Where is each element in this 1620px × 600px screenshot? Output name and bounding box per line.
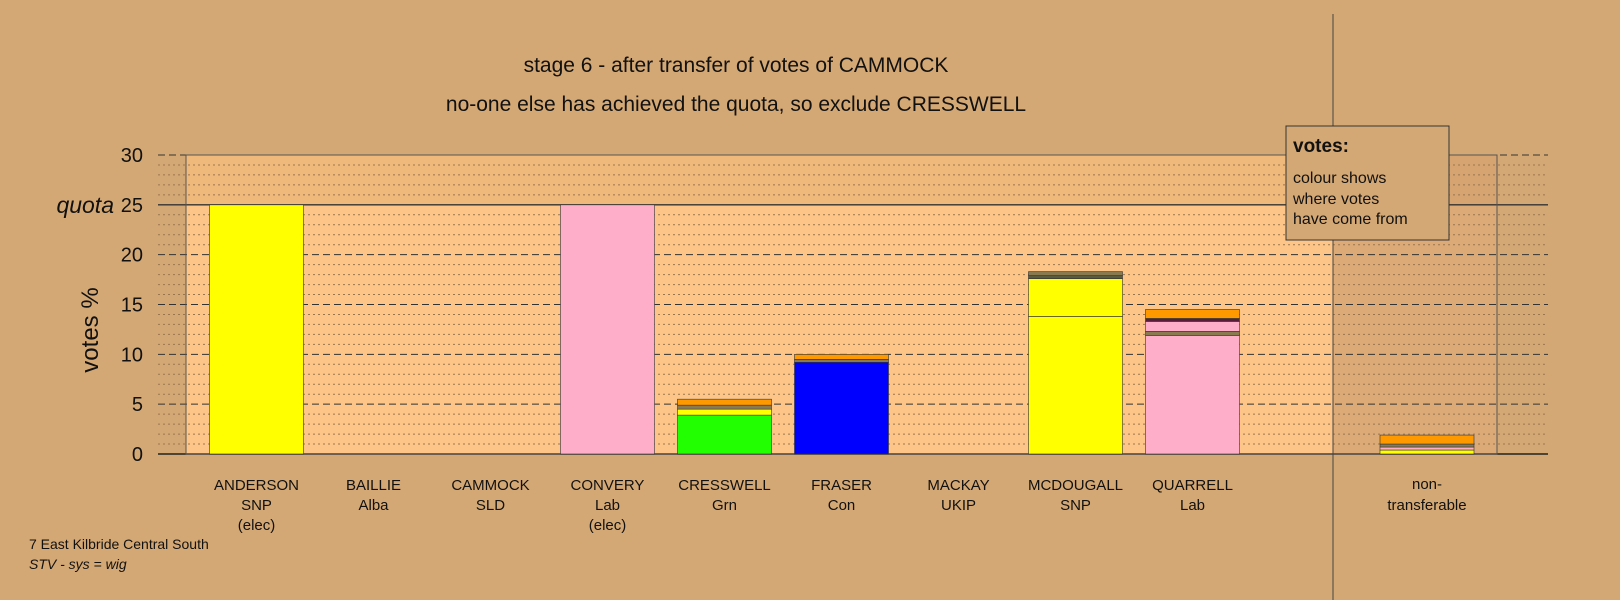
bar-mcdougall xyxy=(1028,271,1123,455)
bar-segment xyxy=(794,359,889,363)
legend: votes: colour shows where votes have com… xyxy=(1285,125,1450,241)
category-party: SLD xyxy=(476,497,505,514)
category-party: Lab xyxy=(1180,497,1205,514)
bar-segment xyxy=(1145,331,1240,336)
category-party: Con xyxy=(828,497,856,514)
category-labels: ANDERSON SNP (elec) BAILLIE Alba CAMMOCK SLD CO… xyxy=(214,476,1467,534)
bars xyxy=(209,204,1475,455)
legend-box xyxy=(1285,125,1450,241)
category-name: QUARRELL xyxy=(1152,477,1233,494)
bar-segment xyxy=(794,354,889,360)
chart-subtitle: no-one else has achieved the quota, so e… xyxy=(446,93,1026,116)
category-name: CAMMOCK xyxy=(451,477,529,494)
bar-segment xyxy=(1028,278,1123,317)
category-party: Grn xyxy=(712,497,737,514)
footer-constituency: 7 East Kilbride Central South xyxy=(29,536,209,552)
bar-nontransferable xyxy=(1379,434,1475,455)
bar-segment xyxy=(1145,318,1240,322)
category-name: CONVERY xyxy=(571,477,645,494)
y-axis-ticks: 0 5 10 15 20 25 30 xyxy=(121,145,143,466)
bar-segment xyxy=(677,404,772,410)
legend-line-1: colour shows xyxy=(1293,170,1386,187)
y-tick-label: 30 xyxy=(121,145,143,167)
category-name: ANDERSON xyxy=(214,477,299,494)
category-name: CRESSWELL xyxy=(678,477,771,494)
y-tick-label: 0 xyxy=(132,444,143,466)
bar-segment xyxy=(677,414,772,455)
legend-title: votes: xyxy=(1293,136,1349,157)
footer-system: STV - sys = wig xyxy=(29,556,127,572)
bar-anderson xyxy=(209,204,304,455)
bar-segment xyxy=(1028,316,1123,455)
bar-segment xyxy=(1379,449,1475,455)
bar-cresswell xyxy=(677,398,772,455)
bar-segment xyxy=(560,204,655,455)
category-note: (elec) xyxy=(589,517,627,534)
y-tick-label: 10 xyxy=(121,344,143,366)
category-note: (elec) xyxy=(238,517,276,534)
bar-segment xyxy=(1379,446,1475,451)
category-party: SNP xyxy=(1060,497,1091,514)
y-tick-label: 25 xyxy=(121,195,143,217)
bar-convery xyxy=(560,204,655,455)
category-name: MCDOUGALL xyxy=(1028,477,1123,494)
bar-segment xyxy=(1028,275,1123,279)
legend-line-3: have come from xyxy=(1293,211,1408,228)
nontransferable-label: transferable xyxy=(1387,497,1466,514)
y-tick-label: 20 xyxy=(121,245,143,267)
y-tick-label: 15 xyxy=(121,295,143,317)
legend-line-2: where votes xyxy=(1292,191,1379,208)
bar-segment xyxy=(677,398,772,406)
bar-segment xyxy=(677,408,772,416)
bar-segment xyxy=(1145,309,1240,319)
category-name: FRASER xyxy=(811,477,872,494)
quota-band xyxy=(186,155,1497,205)
y-tick-label: 5 xyxy=(132,394,143,416)
bar-segment xyxy=(1145,321,1240,332)
chart-title: stage 6 - after transfer of votes of CAM… xyxy=(524,54,949,77)
category-party: Alba xyxy=(358,497,389,514)
bar-segment xyxy=(209,204,304,455)
bar-segment xyxy=(1379,443,1475,448)
y-axis-label: votes % xyxy=(77,287,104,372)
bar-segment xyxy=(1028,271,1123,276)
bar-segment xyxy=(794,362,889,455)
category-party: Lab xyxy=(595,497,620,514)
nontransferable-label: non- xyxy=(1412,476,1442,493)
bar-fraser xyxy=(794,354,889,455)
category-name: MACKAY xyxy=(927,477,989,494)
category-name: BAILLIE xyxy=(346,477,401,494)
bar-segment xyxy=(1379,434,1475,445)
category-party: UKIP xyxy=(941,497,976,514)
bar-segment xyxy=(1145,335,1240,455)
quota-label: quota xyxy=(56,192,114,218)
category-party: SNP xyxy=(241,497,272,514)
bar-quarrell xyxy=(1145,309,1240,455)
